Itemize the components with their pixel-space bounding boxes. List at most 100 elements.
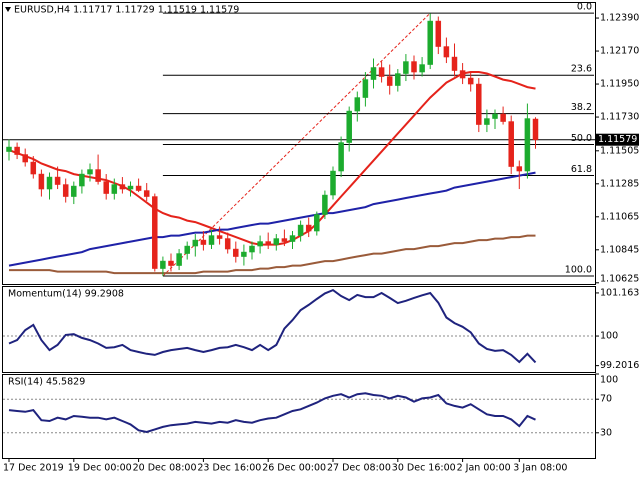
candle-body (103, 181, 109, 194)
candle-body (79, 173, 85, 187)
candle-body (249, 245, 255, 253)
candle-body (386, 76, 393, 86)
candle-body (476, 83, 482, 125)
y-tick-label: 1.11505 (600, 145, 639, 156)
y-tick-label: 101.163 (600, 287, 639, 298)
moving-average (8, 171, 536, 267)
fib-label: 23.6 (571, 64, 592, 75)
candle-body (378, 67, 385, 77)
x-tick-label: 27 Dec 08:00 (327, 463, 391, 474)
x-tick-label: 19 Dec 00:00 (68, 463, 132, 474)
momentum-panel (2, 286, 596, 373)
y-tick-label: 1.11285 (600, 178, 639, 189)
candle-body (265, 241, 271, 245)
x-tick-label: 20 Dec 08:00 (133, 463, 197, 474)
candle-body (184, 245, 190, 254)
candle-body (411, 61, 417, 73)
fib-label: 0.0 (577, 2, 592, 13)
candle-body (419, 64, 425, 73)
candle-body (127, 185, 134, 190)
y-tick-label: 1.10845 (600, 244, 639, 255)
candle-body (395, 73, 401, 86)
y-tick-label: 100 (600, 331, 618, 342)
price-tag (595, 133, 639, 146)
y-tick-label: 1.12170 (600, 46, 639, 57)
candle-body (370, 67, 377, 80)
candle-body (459, 70, 466, 79)
candle-body (516, 166, 523, 172)
candle-body (467, 77, 474, 85)
candle-body (297, 224, 304, 236)
candle-body (241, 251, 247, 257)
price-tag-label: 1.11579 (598, 134, 637, 145)
candle-body (176, 253, 182, 266)
indicator-title: RSI(14) 45.5829 (8, 377, 85, 388)
fib-label: 38.2 (571, 102, 592, 113)
indicator-title: Momentum(14) 99.2908 (8, 289, 124, 300)
candle-body (305, 224, 312, 232)
candle-body (257, 241, 263, 247)
candle-body (314, 214, 320, 232)
x-tick-label: 17 Dec 2019 (3, 463, 64, 474)
fib-label: 61.8 (571, 164, 592, 175)
candle-body (443, 46, 450, 58)
indicator-line (8, 392, 536, 434)
moving-average (9, 234, 536, 275)
y-tick-label: 1.11065 (600, 211, 639, 222)
candle-body (30, 161, 37, 175)
candle-body (451, 56, 458, 71)
y-tick-label: 1.11730 (600, 112, 639, 123)
x-tick-label: 2 Jan 00:00 (457, 463, 511, 474)
candle-body (87, 169, 93, 175)
candle-body (346, 110, 352, 143)
candle-body (354, 97, 361, 112)
candle-body (492, 113, 498, 119)
candle-body (143, 190, 150, 197)
y-tick-label: 1.11950 (600, 79, 639, 90)
price-panel (2, 2, 596, 285)
candle-body (532, 118, 539, 140)
y-tick-label: 70 (600, 394, 612, 405)
candle-body (192, 239, 199, 247)
candle-body (403, 61, 409, 74)
candle-body (22, 154, 28, 163)
y-tick-label: 30 (600, 427, 612, 438)
x-tick-label: 30 Dec 16:00 (392, 463, 456, 474)
candle-body (111, 184, 118, 194)
candle-body (484, 118, 490, 125)
candle-body (216, 235, 223, 239)
candle-body (95, 169, 101, 182)
y-tick-label: 99.2016 (600, 360, 639, 371)
candle-body (62, 184, 69, 197)
candle-body (500, 113, 506, 122)
candle-body (281, 238, 288, 242)
y-tick-label: 1.12390 (600, 13, 639, 24)
candle-body (46, 176, 53, 190)
x-tick-label: 26 Dec 00:00 (262, 463, 326, 474)
candle-body (54, 176, 61, 185)
candle-body (200, 239, 207, 245)
candle-body (435, 20, 442, 47)
candle-body (38, 173, 45, 190)
dropdown-icon[interactable] (5, 7, 11, 12)
candle-body (338, 142, 344, 172)
candle-body (273, 238, 280, 245)
candle-body (6, 146, 12, 152)
chart-title: EURUSD,H4 1.11717 1.11729 1.11519 1.1157… (14, 5, 239, 16)
candle-body (289, 235, 296, 242)
candle-body (233, 248, 239, 257)
candle-body (119, 184, 126, 190)
candle-body (330, 170, 336, 196)
candle-body (322, 194, 328, 215)
candle-body (508, 121, 514, 167)
candle-body (208, 235, 215, 245)
candle-body (71, 185, 77, 197)
candle-body (152, 196, 158, 269)
candle-body (168, 260, 174, 266)
indicator-line (8, 288, 537, 364)
candle-body (14, 146, 20, 155)
candle-body (524, 118, 531, 172)
candle-body (160, 260, 166, 269)
